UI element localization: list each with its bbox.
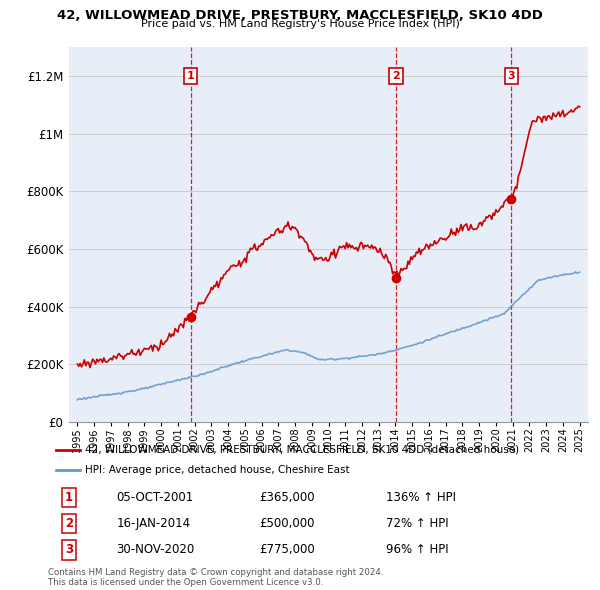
Text: 3: 3 — [508, 71, 515, 81]
Text: 3: 3 — [65, 543, 73, 556]
Text: Price paid vs. HM Land Registry's House Price Index (HPI): Price paid vs. HM Land Registry's House … — [140, 19, 460, 30]
Text: 72% ↑ HPI: 72% ↑ HPI — [386, 517, 449, 530]
Text: 30-NOV-2020: 30-NOV-2020 — [116, 543, 195, 556]
Text: £365,000: £365,000 — [259, 491, 315, 504]
Text: 2: 2 — [392, 71, 400, 81]
Text: 96% ↑ HPI: 96% ↑ HPI — [386, 543, 449, 556]
Text: £775,000: £775,000 — [259, 543, 315, 556]
Text: HPI: Average price, detached house, Cheshire East: HPI: Average price, detached house, Ches… — [85, 466, 350, 475]
Text: 42, WILLOWMEAD DRIVE, PRESTBURY, MACCLESFIELD, SK10 4DD: 42, WILLOWMEAD DRIVE, PRESTBURY, MACCLES… — [57, 9, 543, 22]
Text: 16-JAN-2014: 16-JAN-2014 — [116, 517, 191, 530]
Text: £500,000: £500,000 — [259, 517, 315, 530]
Text: Contains HM Land Registry data © Crown copyright and database right 2024.
This d: Contains HM Land Registry data © Crown c… — [48, 568, 383, 587]
Text: 2: 2 — [65, 517, 73, 530]
Text: 136% ↑ HPI: 136% ↑ HPI — [386, 491, 456, 504]
Text: 05-OCT-2001: 05-OCT-2001 — [116, 491, 194, 504]
Text: 1: 1 — [65, 491, 73, 504]
Text: 42, WILLOWMEAD DRIVE, PRESTBURY, MACCLESFIELD, SK10 4DD (detached house): 42, WILLOWMEAD DRIVE, PRESTBURY, MACCLES… — [85, 445, 519, 455]
Text: 1: 1 — [187, 71, 194, 81]
